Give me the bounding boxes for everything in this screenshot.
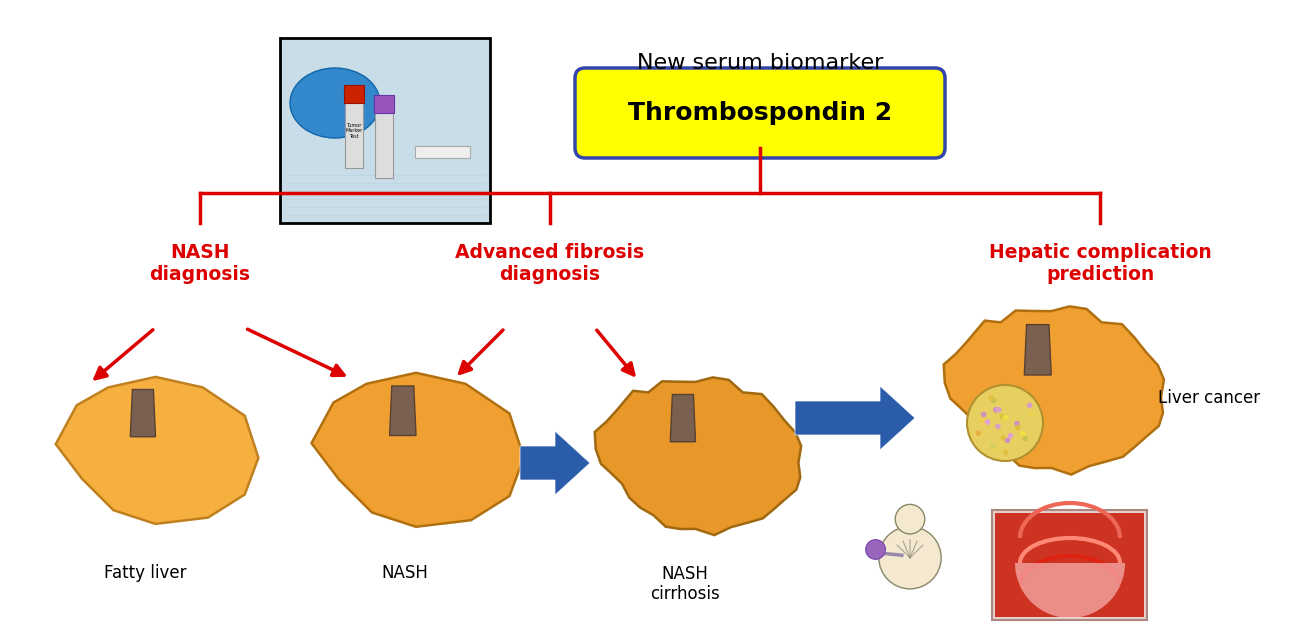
- Circle shape: [994, 424, 1001, 429]
- FancyArrow shape: [520, 431, 590, 495]
- Circle shape: [975, 430, 982, 436]
- Circle shape: [1005, 438, 1010, 443]
- Circle shape: [1002, 414, 1009, 420]
- Wedge shape: [1015, 563, 1124, 618]
- FancyBboxPatch shape: [575, 68, 945, 158]
- Circle shape: [1014, 421, 1019, 426]
- Polygon shape: [130, 389, 156, 436]
- Circle shape: [879, 526, 941, 589]
- Circle shape: [1027, 403, 1032, 408]
- Circle shape: [1000, 435, 1006, 440]
- Circle shape: [1015, 425, 1021, 431]
- Circle shape: [866, 539, 885, 560]
- Circle shape: [1000, 413, 1005, 419]
- Text: Advanced fibrosis
diagnosis: Advanced fibrosis diagnosis: [455, 243, 645, 284]
- Text: New serum biomarker: New serum biomarker: [637, 53, 883, 73]
- Circle shape: [896, 504, 924, 534]
- Bar: [415, 146, 471, 158]
- Circle shape: [991, 398, 997, 403]
- Bar: [344, 85, 364, 103]
- Text: Thrombospondin 2: Thrombospondin 2: [628, 101, 892, 125]
- Polygon shape: [594, 377, 801, 535]
- FancyArrow shape: [796, 386, 915, 450]
- Text: NASH
cirrhosis: NASH cirrhosis: [650, 565, 720, 604]
- Text: Liver cancer: Liver cancer: [1158, 389, 1260, 407]
- Text: NASH: NASH: [382, 564, 429, 582]
- Circle shape: [1004, 450, 1009, 455]
- Circle shape: [1022, 436, 1028, 441]
- Circle shape: [967, 385, 1043, 461]
- Circle shape: [980, 417, 987, 423]
- Text: Tumor
Marker
Test: Tumor Marker Test: [346, 122, 363, 139]
- Circle shape: [993, 407, 998, 413]
- Circle shape: [1008, 433, 1013, 438]
- FancyBboxPatch shape: [994, 513, 1144, 617]
- Circle shape: [993, 445, 998, 451]
- Circle shape: [996, 407, 1001, 413]
- Polygon shape: [56, 377, 259, 524]
- Polygon shape: [1024, 325, 1052, 375]
- Bar: [344, 93, 363, 168]
- Circle shape: [1020, 431, 1026, 436]
- Text: Fatty liver: Fatty liver: [104, 564, 186, 582]
- Polygon shape: [390, 386, 416, 435]
- Circle shape: [991, 443, 996, 449]
- Polygon shape: [312, 373, 524, 527]
- Circle shape: [988, 395, 994, 401]
- Bar: [374, 103, 393, 178]
- Polygon shape: [671, 394, 696, 441]
- Bar: [374, 95, 394, 113]
- FancyBboxPatch shape: [280, 38, 490, 223]
- Ellipse shape: [290, 68, 380, 138]
- Circle shape: [1028, 411, 1034, 417]
- Text: Hepatic complication
prediction: Hepatic complication prediction: [988, 243, 1212, 284]
- Polygon shape: [944, 306, 1164, 475]
- Circle shape: [985, 420, 991, 425]
- Circle shape: [982, 412, 987, 418]
- FancyBboxPatch shape: [992, 510, 1147, 620]
- Circle shape: [996, 407, 1001, 413]
- Text: NASH
diagnosis: NASH diagnosis: [150, 243, 251, 284]
